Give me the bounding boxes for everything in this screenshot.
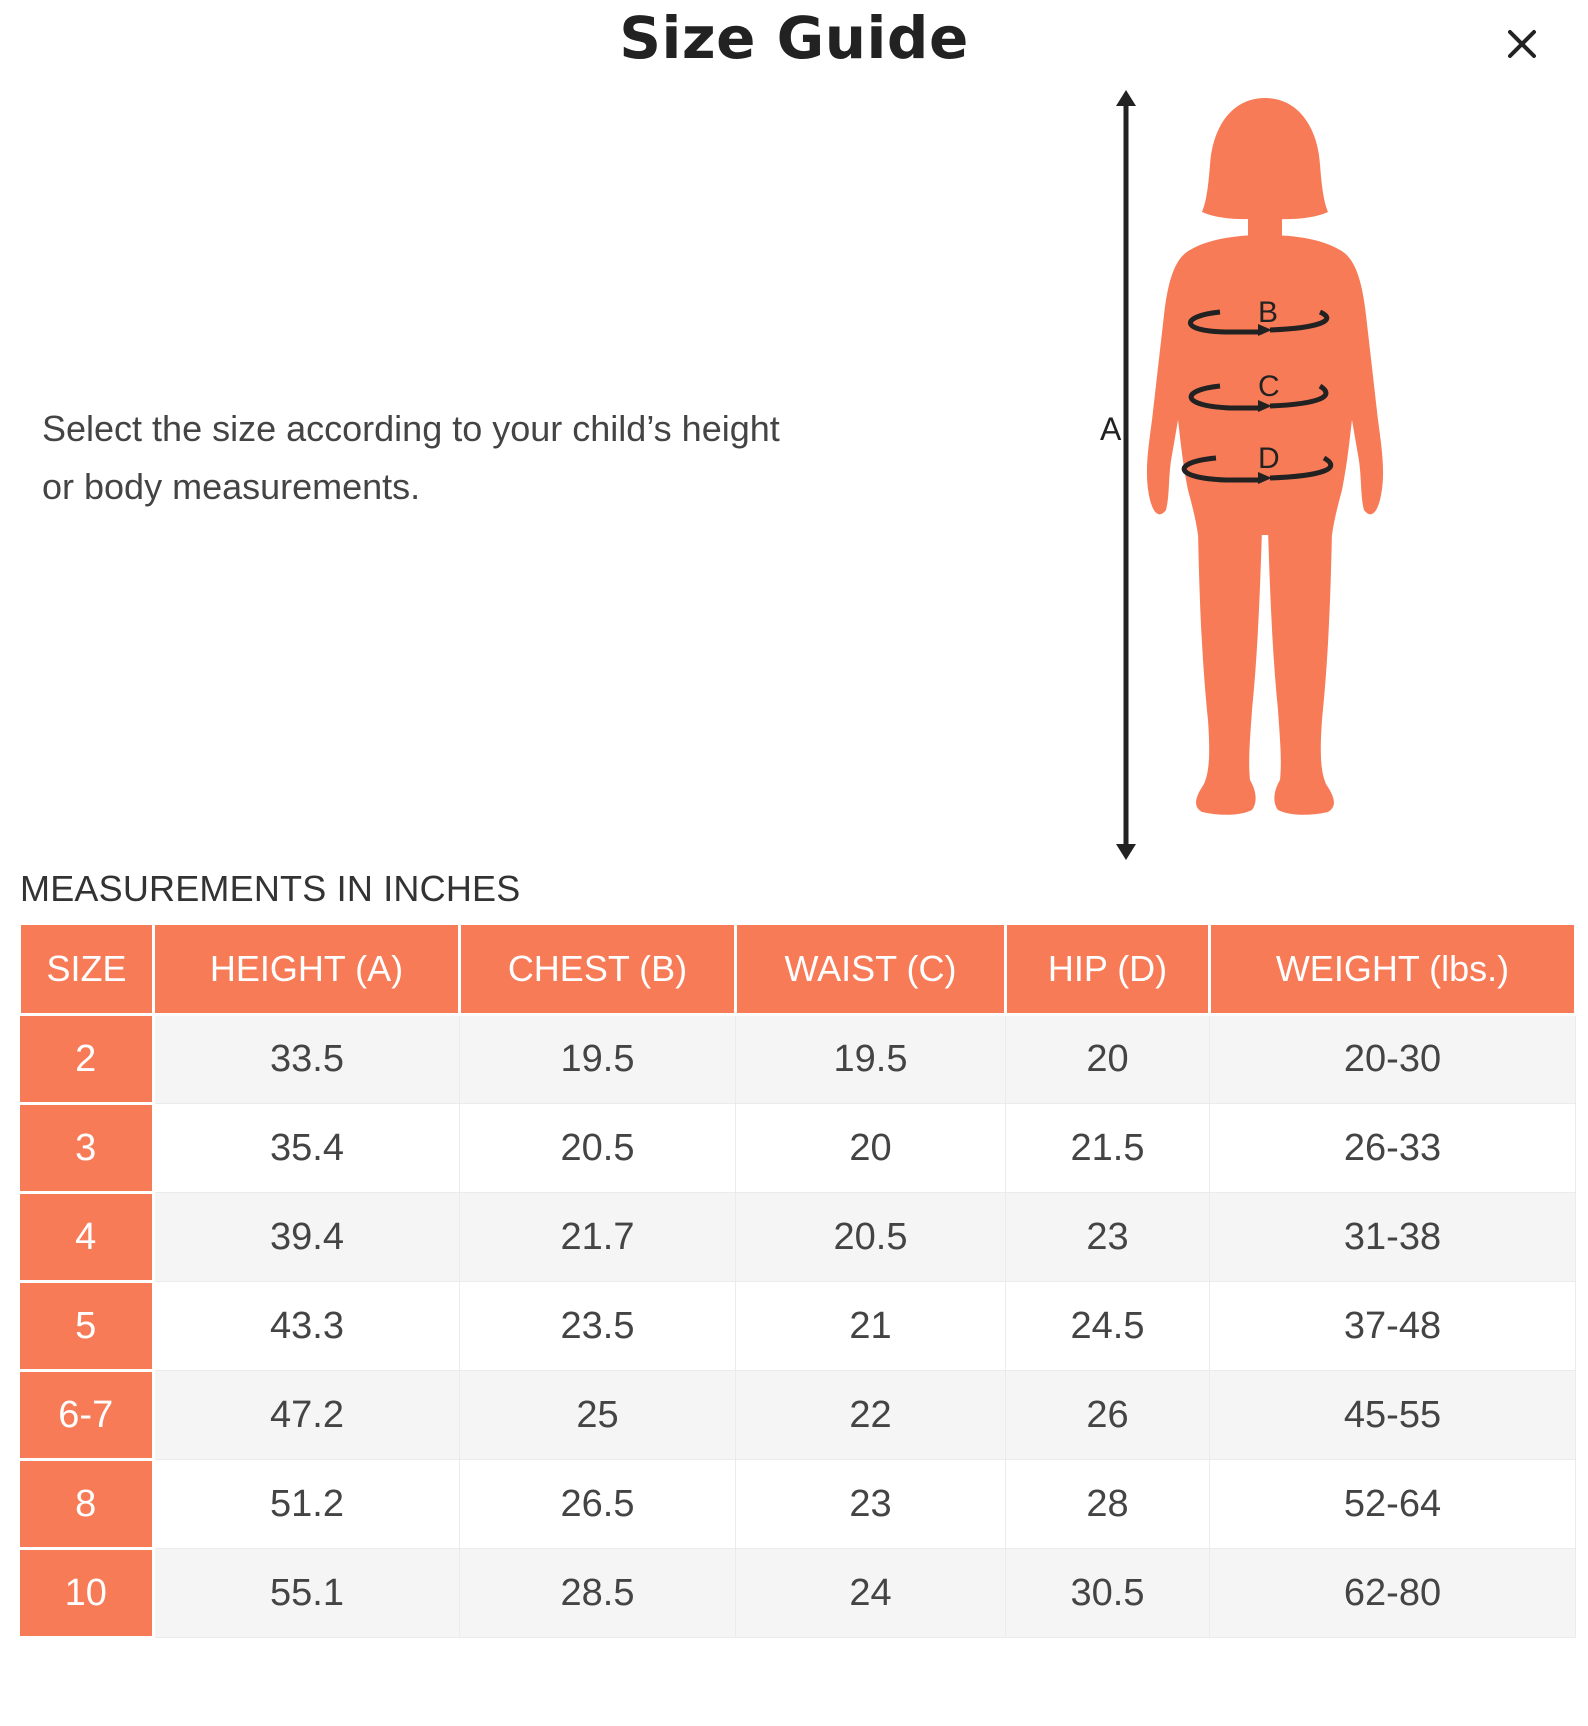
height-cell: 35.4 (153, 1103, 460, 1193)
intro-text: Select the size according to your child’… (42, 400, 902, 516)
height-cell: 55.1 (153, 1548, 460, 1638)
table-header-row: SIZE HEIGHT (A) CHEST (B) WAIST (C) HIP … (18, 922, 1577, 1016)
size-cell: 5 (19, 1280, 155, 1372)
size-cell: 4 (19, 1191, 155, 1283)
label-d: D (1258, 442, 1280, 475)
table-row: 8 51.2 26.5 23 28 52-64 (19, 1458, 1576, 1550)
weight-cell: 52-64 (1209, 1459, 1576, 1549)
label-a: A (1100, 411, 1122, 447)
hip-cell: 21.5 (1005, 1103, 1210, 1193)
weight-cell: 26-33 (1209, 1103, 1576, 1193)
table-row: 5 43.3 23.5 21 24.5 37-48 (19, 1280, 1576, 1372)
size-cell: 3 (19, 1102, 155, 1194)
weight-cell: 20-30 (1209, 1014, 1576, 1104)
close-icon (1508, 30, 1536, 58)
waist-cell: 22 (735, 1370, 1006, 1460)
chest-cell: 21.7 (459, 1192, 736, 1282)
hip-cell: 26 (1005, 1370, 1210, 1460)
weight-cell: 62-80 (1209, 1548, 1576, 1638)
hip-cell: 30.5 (1005, 1548, 1210, 1638)
header-weight: WEIGHT (lbs.) (1208, 922, 1577, 1016)
waist-cell: 24 (735, 1548, 1006, 1638)
page-title: Size Guide (619, 4, 969, 72)
label-b: B (1258, 296, 1278, 329)
chest-cell: 25 (459, 1370, 736, 1460)
hip-cell: 28 (1005, 1459, 1210, 1549)
weight-cell: 37-48 (1209, 1281, 1576, 1371)
size-cell: 10 (19, 1547, 155, 1639)
table-row: 6-7 47.2 25 22 26 45-55 (19, 1369, 1576, 1461)
size-cell: 6-7 (19, 1369, 155, 1461)
chest-cell: 28.5 (459, 1548, 736, 1638)
header-height: HEIGHT (A) (152, 922, 461, 1016)
chest-cell: 19.5 (459, 1014, 736, 1104)
chest-cell: 23.5 (459, 1281, 736, 1371)
height-cell: 33.5 (153, 1014, 460, 1104)
waist-cell: 23 (735, 1459, 1006, 1549)
header-waist: WAIST (C) (734, 922, 1007, 1016)
waist-cell: 20.5 (735, 1192, 1006, 1282)
height-cell: 47.2 (153, 1370, 460, 1460)
chest-ring (1188, 309, 1330, 336)
chest-cell: 20.5 (459, 1103, 736, 1193)
waist-cell: 21 (735, 1281, 1006, 1371)
table-row: 2 33.5 19.5 19.5 20 20-30 (19, 1013, 1576, 1105)
header-size: SIZE (18, 922, 155, 1016)
table-row: 3 35.4 20.5 20 21.5 26-33 (19, 1102, 1576, 1194)
size-cell: 2 (19, 1013, 155, 1105)
close-button[interactable] (1500, 22, 1544, 66)
waist-cell: 20 (735, 1103, 1006, 1193)
header-chest: CHEST (B) (458, 922, 737, 1016)
height-arrow (1116, 90, 1136, 860)
weight-cell: 31-38 (1209, 1192, 1576, 1282)
size-table: SIZE HEIGHT (A) CHEST (B) WAIST (C) HIP … (18, 922, 1577, 1639)
size-cell: 8 (19, 1458, 155, 1550)
hip-cell: 20 (1005, 1014, 1210, 1104)
header-hip: HIP (D) (1004, 922, 1211, 1016)
hip-cell: 24.5 (1005, 1281, 1210, 1371)
intro-line-1: Select the size according to your child’… (42, 408, 780, 449)
hip-cell: 23 (1005, 1192, 1210, 1282)
height-cell: 51.2 (153, 1459, 460, 1549)
height-cell: 43.3 (153, 1281, 460, 1371)
chest-cell: 26.5 (459, 1459, 736, 1549)
intro-line-2: or body measurements. (42, 466, 421, 507)
table-row: 4 39.4 21.7 20.5 23 31-38 (19, 1191, 1576, 1283)
section-label: MEASUREMENTS IN INCHES (20, 868, 521, 909)
child-measurement-figure: A B C D (1100, 90, 1384, 860)
waist-cell: 19.5 (735, 1014, 1006, 1104)
table-row: 10 55.1 28.5 24 30.5 62-80 (19, 1547, 1576, 1639)
height-cell: 39.4 (153, 1192, 460, 1282)
waist-ring (1188, 383, 1329, 412)
hip-ring (1181, 455, 1333, 484)
label-c: C (1258, 370, 1280, 403)
weight-cell: 45-55 (1209, 1370, 1576, 1460)
